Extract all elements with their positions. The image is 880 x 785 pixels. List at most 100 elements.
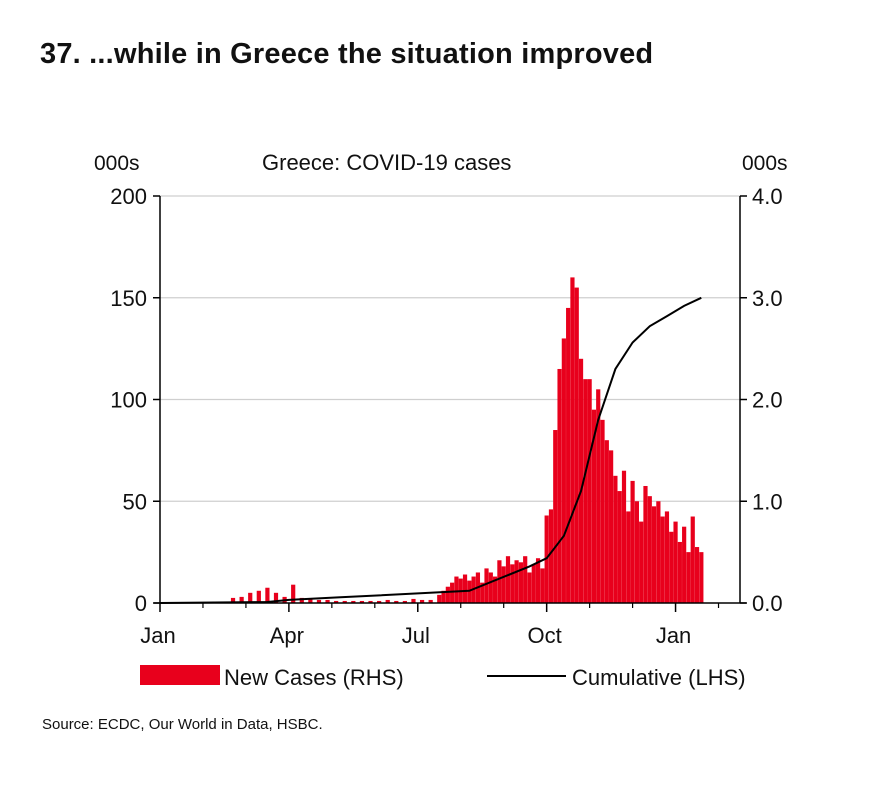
new-cases-bar [445, 586, 450, 603]
new-cases-bar [437, 594, 442, 603]
chart-legend: New Cases (RHS) Cumulative (LHS) [140, 665, 746, 690]
left-axis-tick-label: 100 [110, 388, 147, 413]
new-cases-bars [230, 277, 704, 603]
x-axis-tick-label: Jan [656, 623, 691, 648]
left-axis-tick-label: 150 [110, 286, 147, 311]
right-axis-tick-label: 4.0 [752, 184, 783, 209]
new-cases-bar [617, 491, 622, 603]
new-cases-bar [385, 599, 390, 603]
new-cases-bar [505, 556, 511, 603]
new-cases-bar [351, 600, 356, 603]
new-cases-bar [583, 379, 588, 603]
new-cases-bar [488, 572, 493, 603]
new-cases-bar [682, 526, 687, 603]
new-cases-bar [394, 600, 399, 603]
new-cases-bar [578, 358, 584, 603]
right-axis-tick-label: 2.0 [752, 388, 783, 413]
x-axis-tick-label: Oct [528, 623, 562, 648]
new-cases-bar [596, 389, 601, 603]
new-cases-bar [626, 511, 631, 603]
new-cases-bar [527, 572, 532, 603]
new-cases-bar [664, 511, 670, 603]
new-cases-bar [540, 568, 545, 603]
new-cases-bar [325, 599, 330, 603]
new-cases-bar [450, 582, 455, 603]
right-axis-tick-label: 3.0 [752, 286, 783, 311]
new-cases-bar [535, 558, 541, 603]
new-cases-bar [377, 600, 382, 603]
axis-ticks: 200 150 100 50 0 4.0 3.0 2.0 1.0 0.0 Jan Apr Jul Oct J… [110, 184, 782, 648]
new-cases-bar [600, 419, 605, 603]
new-cases-bar [647, 496, 652, 603]
new-cases-bar [677, 541, 682, 603]
new-cases-bar [651, 506, 657, 603]
new-cases-bar [334, 600, 339, 603]
new-cases-bar [553, 430, 558, 603]
new-cases-bar [239, 596, 244, 603]
new-cases-bar [686, 552, 691, 603]
new-cases-bar [613, 475, 618, 603]
new-cases-bar [510, 564, 515, 603]
right-axis-tick-label: 1.0 [752, 489, 783, 514]
new-cases-bar [699, 552, 704, 603]
new-cases-bar [557, 368, 562, 603]
page-heading: 37. ...while in Greece the situation imp… [40, 38, 654, 70]
new-cases-bar [523, 556, 528, 603]
new-cases-bar [656, 501, 661, 603]
x-axis-tick-label: Apr [270, 623, 304, 648]
right-axis-tick-label: 0.0 [752, 591, 783, 616]
legend-label-cumulative: Cumulative (LHS) [572, 665, 746, 690]
new-cases-bar [574, 287, 579, 603]
legend-label-new-cases: New Cases (RHS) [224, 665, 404, 690]
new-cases-bar [604, 440, 609, 603]
new-cases-bar [690, 516, 695, 603]
new-cases-bar [630, 480, 635, 603]
new-cases-bar [411, 598, 416, 603]
new-cases-bar [497, 560, 502, 603]
new-cases-bar [518, 562, 523, 603]
new-cases-bar [493, 576, 498, 603]
right-axis-unit-label: 000s [742, 152, 788, 175]
new-cases-bar [609, 450, 614, 603]
x-axis-tick-label: Jul [402, 623, 430, 648]
cumulative-line [159, 296, 702, 604]
new-cases-bar [514, 560, 519, 603]
new-cases-bar [501, 566, 506, 603]
new-cases-bar [316, 599, 322, 603]
new-cases-bar [454, 576, 459, 603]
new-cases-bar [273, 592, 279, 603]
left-axis-unit-label: 000s [94, 152, 140, 175]
new-cases-bar [634, 501, 639, 603]
new-cases-bar [428, 599, 433, 603]
source-note: Source: ECDC, Our World in Data, HSBC. [42, 716, 323, 733]
new-cases-bar [660, 516, 665, 603]
new-cases-bar [441, 590, 446, 603]
new-cases-bar [561, 338, 566, 603]
left-axis-tick-label: 50 [123, 489, 147, 514]
new-cases-bar [669, 531, 674, 603]
new-cases-bar [570, 277, 575, 603]
new-cases-bar [419, 599, 425, 603]
new-cases-bar [462, 574, 468, 603]
left-axis-tick-label: 0 [135, 591, 147, 616]
new-cases-bar [467, 580, 472, 603]
new-cases-bar [480, 582, 485, 603]
new-cases-bar [248, 592, 253, 603]
new-cases-bar [230, 597, 236, 603]
new-cases-bar [591, 409, 597, 603]
new-cases-bar [484, 568, 489, 603]
new-cases-bar [531, 564, 536, 603]
new-cases-bar [673, 521, 678, 603]
new-cases-bar [566, 307, 571, 603]
chart-title: Greece: COVID-19 cases [262, 150, 511, 175]
gridlines [160, 195, 740, 502]
new-cases-bar [639, 521, 644, 603]
new-cases-bar [359, 600, 365, 603]
new-cases-bar [265, 587, 270, 603]
new-cases-bar [548, 509, 554, 603]
new-cases-bar [402, 600, 407, 603]
new-cases-bar [291, 584, 296, 603]
new-cases-bar [308, 598, 313, 603]
new-cases-bar [256, 590, 261, 603]
